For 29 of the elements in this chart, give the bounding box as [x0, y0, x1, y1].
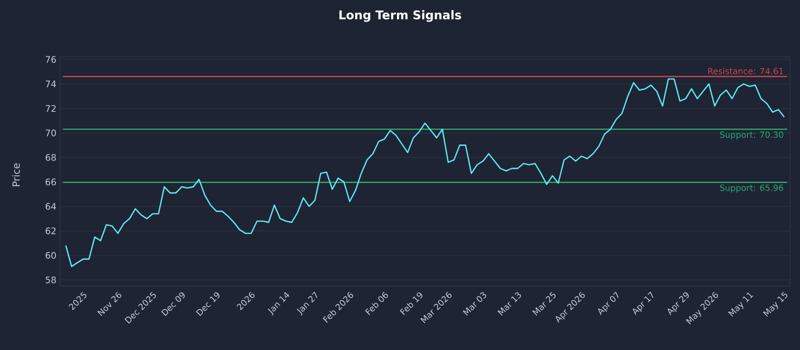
ref-line-label: Support: 70.30 — [720, 131, 784, 140]
x-tick-label: Feb 06 — [365, 292, 388, 316]
y-tick-label: 74 — [46, 80, 56, 88]
y-tick-label: 70 — [46, 130, 56, 136]
x-tick-label: Nov 26 — [97, 292, 122, 316]
line-series — [65, 78, 785, 268]
x-tick-label: Apr 07 — [598, 292, 619, 316]
y-tick-label: 60 — [46, 252, 56, 259]
x-tick-label: Apr 29 — [668, 292, 689, 316]
y-tick-label: 76 — [46, 56, 56, 63]
x-tick-label: Apr 17 — [632, 292, 654, 316]
x-tick-label: Dec 09 — [161, 292, 185, 316]
x-tick-label: Feb 19 — [400, 292, 422, 316]
y-tick-label: 66 — [46, 178, 56, 186]
y-tick-label: 62 — [46, 228, 56, 234]
chart-title: Long Term Signals — [339, 10, 462, 22]
ref-line-label: Support: 65.96 — [720, 184, 784, 193]
x-tick-label: Dec 19 — [196, 292, 220, 316]
x-tick-label: Jan 27 — [296, 292, 318, 316]
y-tick-label: 72 — [46, 105, 56, 112]
y-tick-label: 58 — [46, 276, 56, 284]
y-tick-label: 68 — [46, 154, 56, 161]
y-axis-title: Price — [12, 163, 20, 186]
y-tick-label: 64 — [46, 203, 56, 210]
x-tick-label: Mar 03 — [462, 292, 486, 316]
x-tick-label: Mar 25 — [532, 292, 556, 316]
x-tick-label: Jan 14 — [268, 292, 290, 316]
x-tick-label: Mar 13 — [498, 292, 521, 316]
ref-line-label: Resistance: 74.61 — [708, 68, 783, 74]
